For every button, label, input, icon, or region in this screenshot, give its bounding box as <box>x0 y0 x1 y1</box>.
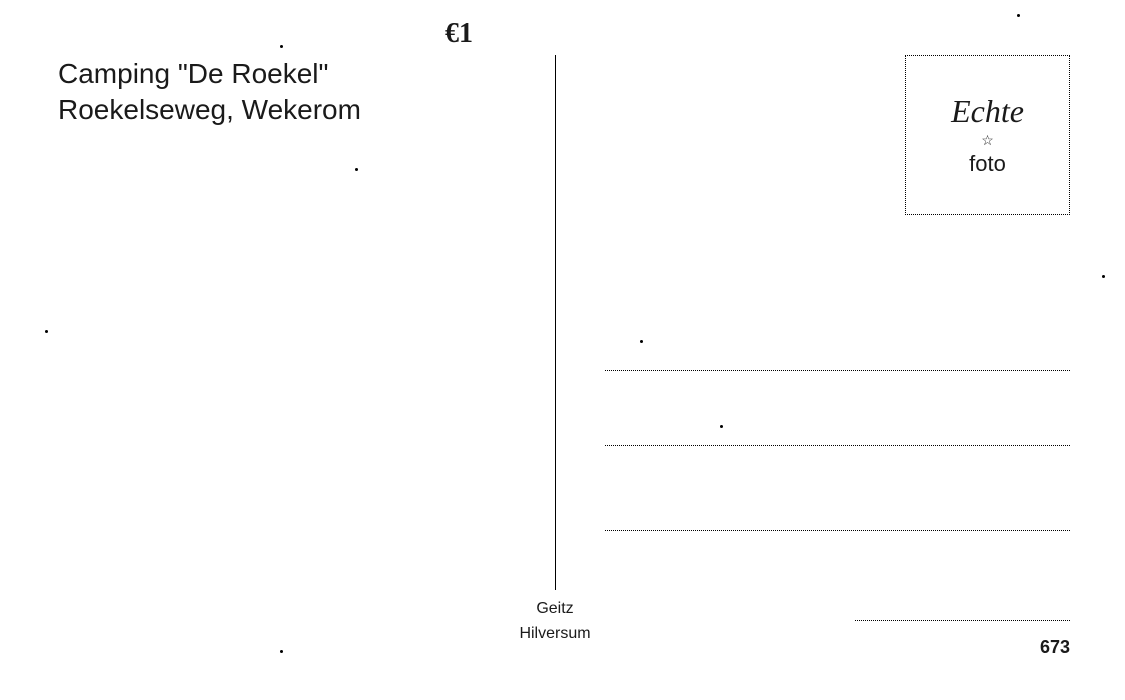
speck <box>1017 14 1020 17</box>
speck <box>45 330 48 333</box>
header-address: Roekelseweg, Wekerom <box>58 94 361 126</box>
vertical-divider <box>555 55 556 590</box>
publisher-name: Geitz <box>505 600 605 618</box>
address-line-4 <box>855 620 1070 621</box>
speck <box>640 340 643 343</box>
stamp-title: Echte <box>951 93 1024 130</box>
speck <box>355 168 358 171</box>
address-line-1 <box>605 370 1070 371</box>
stamp-star-icon: ☆ <box>981 132 994 149</box>
speck <box>280 650 283 653</box>
address-line-3 <box>605 530 1070 531</box>
publisher-city: Hilversum <box>505 625 605 643</box>
header-title: Camping "De Roekel" <box>58 58 328 90</box>
card-number: 673 <box>1040 637 1070 658</box>
stamp-subtitle: foto <box>969 151 1006 177</box>
speck <box>720 425 723 428</box>
stamp-box: Echte ☆ foto <box>905 55 1070 215</box>
speck <box>280 45 283 48</box>
speck <box>1102 275 1105 278</box>
address-line-2 <box>605 445 1070 446</box>
price-annotation: €1 <box>445 18 473 50</box>
